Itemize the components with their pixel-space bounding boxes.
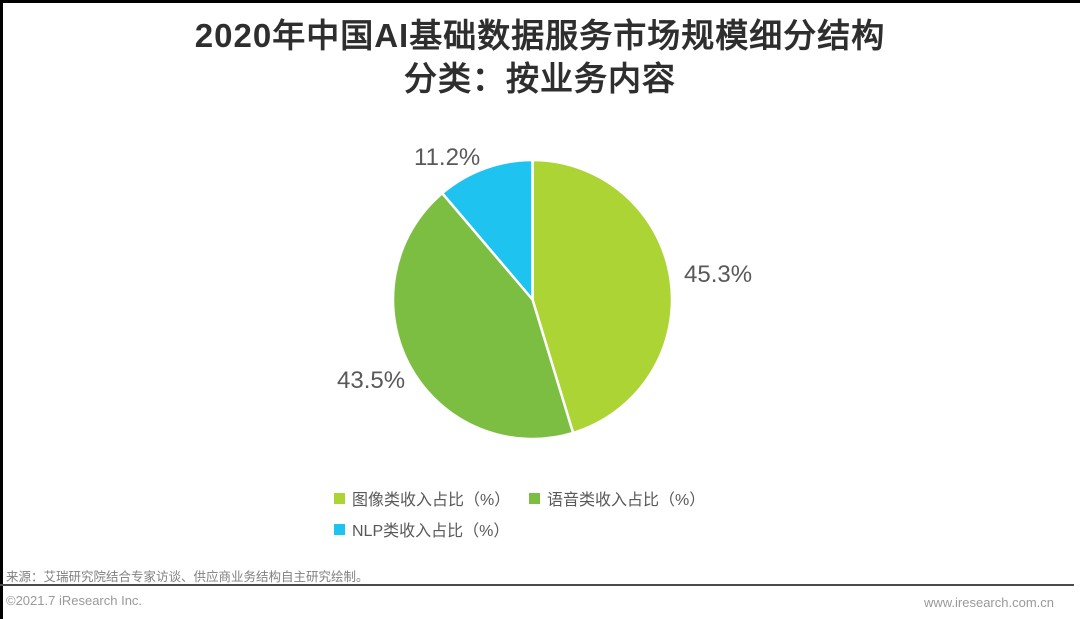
data-label-nlp: 11.2%	[414, 144, 481, 171]
data-label-image: 45.3%	[684, 261, 753, 288]
pie-chart	[391, 158, 674, 441]
chart-title: 2020年中国AI基础数据服务市场规模细分结构 分类：按业务内容	[0, 14, 1080, 100]
copyright-text: ©2021.7 iResearch Inc.	[6, 593, 143, 608]
chart-title-line2: 分类：按业务内容	[404, 60, 676, 97]
pie-slice-2	[440, 158, 534, 301]
pie-slice-1	[391, 191, 575, 441]
pie-chart-area	[391, 158, 674, 441]
screenshot-top-border	[0, 0, 1080, 3]
legend-item-image: 图像类收入占比（%）	[334, 486, 510, 510]
screenshot-left-border	[0, 0, 3, 619]
legend-label-speech: 语音类收入占比（%）	[547, 492, 706, 509]
legend-item-nlp: NLP类收入占比（%）	[334, 517, 509, 541]
chart-title-line1: 2020年中国AI基础数据服务市场规模细分结构	[194, 17, 886, 54]
legend-swatch-image-icon	[334, 492, 345, 504]
pie-slice-0	[531, 158, 674, 435]
footer-divider	[0, 584, 1074, 586]
source-note: 来源：艾瑞研究院结合专家访谈、供应商业务结构自主研究绘制。	[6, 570, 369, 584]
data-label-speech: 43.5%	[337, 367, 406, 394]
legend-label-nlp: NLP类收入占比（%）	[352, 523, 510, 540]
legend-swatch-nlp-icon	[334, 523, 345, 535]
legend-swatch-speech-icon	[529, 492, 540, 504]
legend-label-image: 图像类收入占比（%）	[352, 492, 511, 509]
website-text: www.iresearch.com.cn	[923, 595, 1054, 610]
legend-item-speech: 语音类收入占比（%）	[529, 486, 705, 510]
